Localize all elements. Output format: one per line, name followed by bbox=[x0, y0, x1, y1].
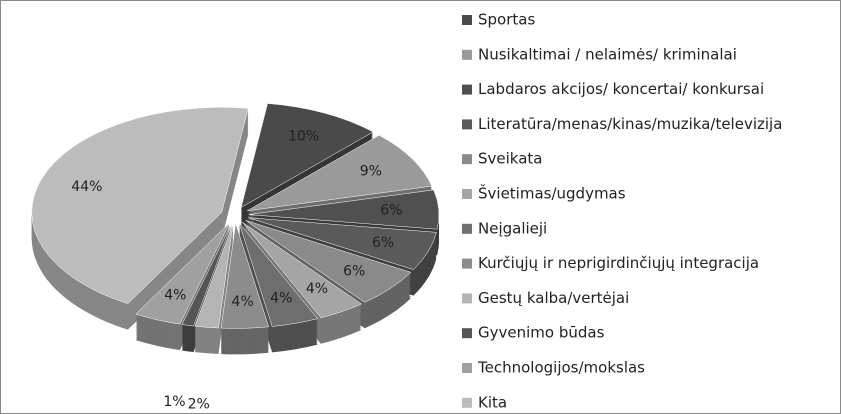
slice bbox=[135, 222, 230, 325]
legend-label: Nusikaltimai / nelaimės/ kriminalai bbox=[478, 45, 737, 63]
data-label: 4% bbox=[270, 290, 292, 306]
data-label: 6% bbox=[343, 263, 365, 279]
legend-swatch bbox=[462, 15, 472, 25]
data-label: 9% bbox=[360, 164, 382, 180]
legend-swatch bbox=[462, 258, 472, 269]
legend-swatch bbox=[462, 223, 472, 234]
legend-label: Kita bbox=[478, 393, 507, 411]
legend-swatch bbox=[462, 189, 472, 199]
data-label: 44% bbox=[71, 179, 102, 195]
legend-label: Literatūra/menas/kinas/muzika/televizija bbox=[478, 115, 782, 133]
slice bbox=[248, 189, 440, 230]
slice bbox=[238, 222, 319, 327]
slice bbox=[247, 135, 433, 212]
legend-label: Kurčiųjų ir neprigirdinčiųjų integracija bbox=[478, 254, 759, 272]
legend-label: Gestų kalba/vertėjai bbox=[478, 289, 629, 307]
legend-swatch bbox=[462, 363, 472, 373]
legend-label: Neįgalieji bbox=[478, 219, 547, 237]
legend-swatch bbox=[462, 119, 472, 130]
legend-swatch bbox=[462, 293, 472, 304]
legend-label: Sportas bbox=[478, 11, 535, 29]
slice bbox=[31, 107, 249, 304]
legend-swatch bbox=[462, 154, 472, 165]
legend-swatch bbox=[462, 49, 472, 60]
data-label: 10% bbox=[288, 129, 319, 145]
data-label: 4% bbox=[306, 281, 328, 297]
data-label: 4% bbox=[232, 294, 254, 310]
slice bbox=[194, 223, 234, 329]
slice bbox=[248, 217, 437, 270]
slice bbox=[240, 103, 374, 208]
data-label: 6% bbox=[380, 203, 402, 219]
legend-swatch bbox=[462, 328, 472, 339]
data-label: 1% bbox=[163, 394, 185, 410]
slice bbox=[220, 223, 270, 329]
data-label: 4% bbox=[164, 288, 186, 304]
slice bbox=[181, 223, 232, 327]
slice bbox=[245, 220, 412, 303]
data-label: 6% bbox=[372, 235, 394, 251]
legend-swatch bbox=[462, 84, 472, 95]
data-label: 2% bbox=[188, 396, 210, 412]
slice bbox=[242, 221, 362, 319]
legend-label: Labdaros akcijos/ koncertai/ konkursai bbox=[478, 80, 764, 98]
legend-swatch bbox=[462, 397, 472, 408]
legend-label: Gyvenimo būdas bbox=[478, 324, 605, 342]
legend-label: Švietimas/ugdymas bbox=[478, 184, 626, 203]
legend-label: Sveikata bbox=[478, 150, 542, 168]
legend-label: Technologijos/mokslas bbox=[477, 359, 645, 377]
